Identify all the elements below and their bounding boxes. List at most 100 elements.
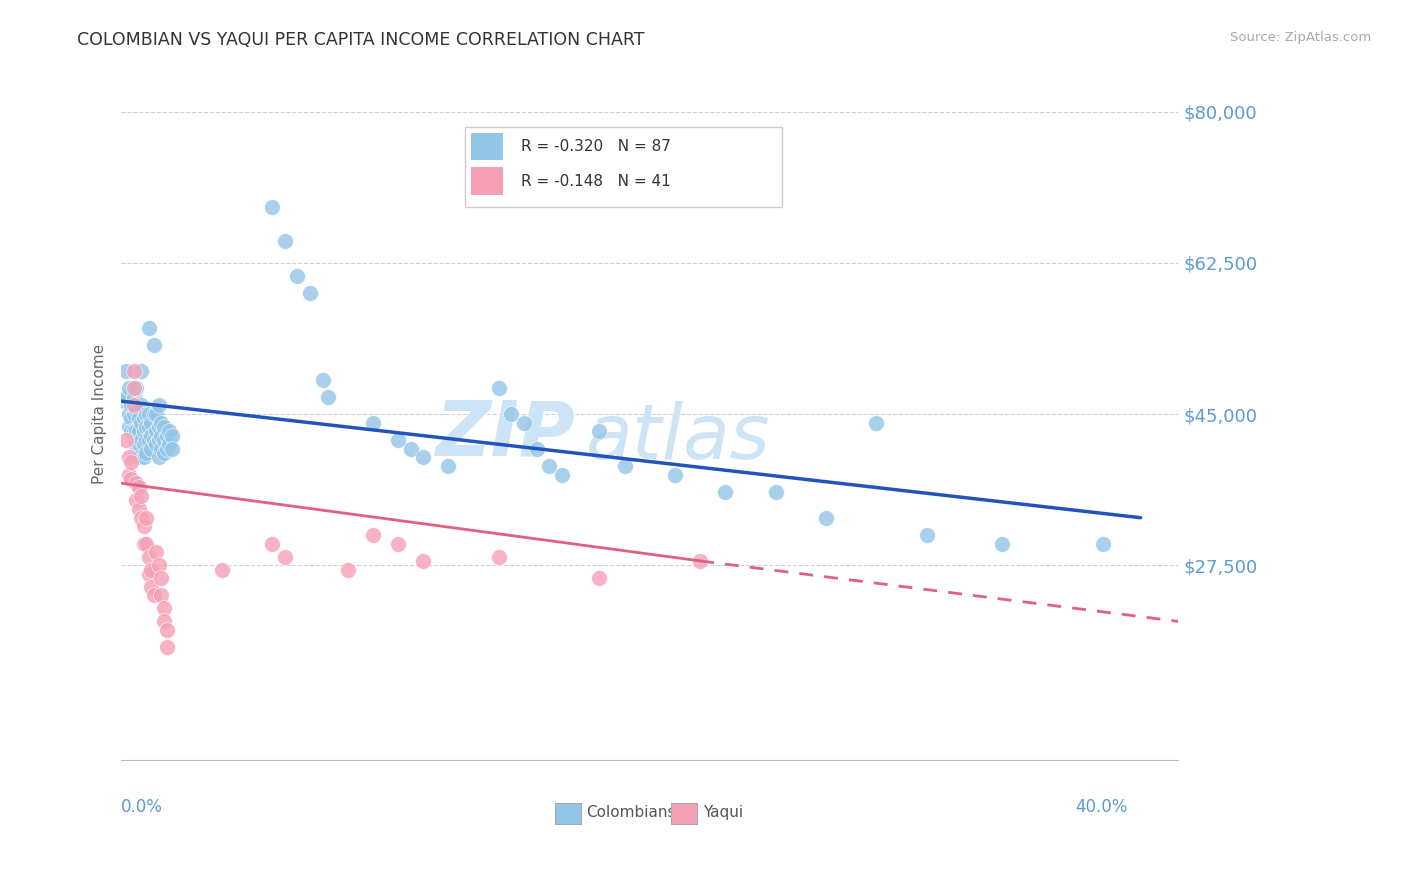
Point (148, 433, 170, 447)
Point (120, 472, 142, 486)
Point (765, 484, 787, 499)
Point (501, 407, 523, 421)
Point (145, 545, 167, 559)
Point (132, 411, 155, 425)
Text: 0.0%: 0.0% (121, 798, 163, 816)
Point (153, 615, 176, 629)
Point (125, 381, 148, 395)
Point (141, 563, 163, 577)
Point (142, 338, 165, 352)
Point (115, 433, 138, 447)
Point (128, 481, 150, 495)
Point (131, 416, 153, 430)
Point (141, 428, 163, 442)
Point (128, 411, 150, 425)
Point (120, 425, 142, 439)
Point (538, 458, 561, 473)
Point (150, 589, 173, 603)
Point (287, 268, 309, 283)
Point (148, 399, 170, 413)
Point (135, 446, 157, 460)
Point (122, 407, 145, 421)
Point (153, 433, 176, 447)
Point (131, 364, 153, 378)
Point (148, 420, 170, 434)
Point (613, 458, 636, 473)
Point (689, 554, 711, 568)
Point (141, 580, 163, 594)
Point (588, 425, 610, 439)
Point (142, 589, 165, 603)
Point (316, 390, 339, 404)
Point (138, 420, 160, 434)
Text: 40.0%: 40.0% (1076, 798, 1128, 816)
Point (153, 420, 176, 434)
Point (211, 563, 233, 577)
Point (132, 450, 155, 465)
Point (311, 372, 333, 386)
Point (588, 571, 610, 585)
Point (128, 425, 150, 439)
Point (131, 399, 153, 413)
Point (141, 442, 163, 456)
Point (142, 407, 165, 421)
Point (274, 235, 297, 249)
Point (262, 536, 284, 550)
Point (138, 566, 160, 581)
Point (387, 536, 409, 550)
Point (131, 433, 153, 447)
Point (155, 442, 177, 456)
Point (141, 416, 163, 430)
Point (132, 437, 155, 451)
FancyBboxPatch shape (554, 803, 581, 824)
Point (991, 536, 1014, 550)
Point (125, 425, 148, 439)
Point (336, 563, 359, 577)
Point (118, 467, 141, 482)
Point (262, 200, 284, 214)
Point (138, 407, 160, 421)
Point (122, 381, 145, 395)
Point (118, 420, 141, 434)
Y-axis label: Per Capita Income: Per Capita Income (93, 344, 107, 484)
Point (135, 536, 157, 550)
Point (153, 601, 176, 615)
Point (155, 640, 177, 655)
Point (550, 467, 572, 482)
Point (122, 390, 145, 404)
Point (488, 549, 510, 564)
Point (142, 433, 165, 447)
Point (120, 399, 142, 413)
Point (155, 428, 177, 442)
Point (128, 450, 150, 465)
Point (131, 489, 153, 503)
Point (118, 407, 141, 421)
Point (155, 623, 177, 637)
Text: Yaqui: Yaqui (703, 805, 742, 821)
Point (135, 510, 157, 524)
Point (150, 442, 173, 456)
Point (150, 416, 173, 430)
Point (128, 437, 150, 451)
Text: R = -0.148   N = 41: R = -0.148 N = 41 (520, 174, 671, 189)
FancyBboxPatch shape (471, 133, 503, 161)
Point (122, 364, 145, 378)
Point (814, 510, 837, 524)
Point (120, 411, 142, 425)
Point (122, 399, 145, 413)
Point (118, 381, 141, 395)
Point (132, 425, 155, 439)
Point (361, 528, 384, 542)
Point (1091, 536, 1114, 550)
Text: Source: ZipAtlas.com: Source: ZipAtlas.com (1230, 31, 1371, 45)
Point (131, 510, 153, 524)
Point (125, 437, 148, 451)
Text: R = -0.320   N = 87: R = -0.320 N = 87 (520, 139, 671, 154)
Point (138, 320, 160, 334)
Point (157, 437, 180, 451)
Point (125, 493, 148, 508)
Point (157, 425, 180, 439)
Point (135, 407, 157, 421)
Point (160, 428, 183, 442)
Point (135, 420, 157, 434)
